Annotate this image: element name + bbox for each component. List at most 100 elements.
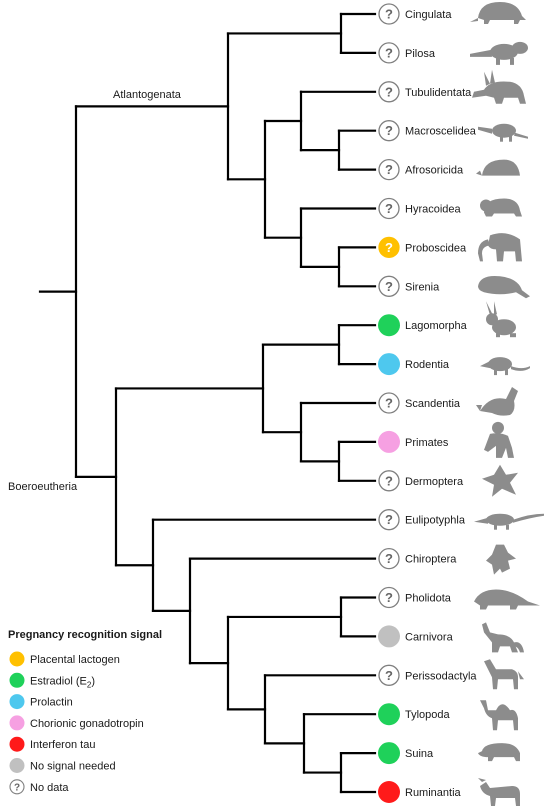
signal-marker	[378, 314, 400, 337]
legend-swatch	[9, 758, 25, 773]
taxon-label: Tylopoda	[405, 709, 451, 721]
legend-swatch	[9, 736, 25, 752]
legend-title: Pregnancy recognition signal	[8, 629, 162, 641]
aardvark-icon	[472, 69, 526, 104]
taxon-tip: ? Proboscidea	[378, 233, 522, 262]
signal-marker	[378, 81, 400, 103]
taxon-label: Eulipotyphla	[405, 515, 466, 527]
taxon-tip: ? Scandentia	[378, 387, 518, 416]
taxon-label: Dermoptera	[405, 476, 464, 488]
question-mark-icon: ?	[385, 45, 393, 60]
taxon-tip: ? Chiroptera	[378, 544, 516, 575]
taxon-label: Ruminantia	[405, 787, 462, 799]
legend-items: Placental lactogen Estradiol (E2) Prolacti…	[9, 651, 144, 795]
camel-icon	[480, 700, 518, 731]
treeshrew-icon	[476, 387, 518, 416]
signal-marker	[378, 353, 400, 376]
taxon-label: Proboscidea	[405, 242, 467, 254]
legend-swatch	[9, 651, 25, 667]
question-mark-icon: ?	[385, 551, 393, 566]
question-mark-icon: ?	[385, 123, 393, 138]
horse-icon	[484, 659, 524, 690]
colugo-icon	[482, 464, 518, 497]
legend-item: Prolactin	[9, 694, 73, 710]
taxon-label: Perissodactyla	[405, 670, 477, 682]
legend-swatch	[9, 694, 25, 710]
signal-marker	[378, 742, 400, 765]
legend-item: Chorionic gonadotropin	[9, 715, 144, 731]
tenrec-icon	[476, 159, 520, 176]
taxon-label: Afrosoricida	[405, 165, 464, 177]
taxon-label: Carnivora	[405, 631, 454, 643]
question-mark-icon: ?	[385, 668, 393, 683]
signal-marker	[378, 3, 400, 25]
tree-branches	[38, 12, 377, 794]
taxon-tip: Lagomorpha	[378, 301, 516, 338]
question-mark-icon: ?	[14, 782, 20, 793]
signal-marker	[378, 547, 400, 570]
taxon-label: Rodentia	[405, 359, 450, 371]
legend-label: Prolactin	[30, 697, 73, 709]
taxon-tip: ? Dermoptera	[378, 464, 518, 497]
taxon-label: Cingulata	[405, 9, 452, 21]
legend-item: Interferon tau	[9, 736, 95, 752]
taxon-tip: ? Sirenia	[378, 275, 530, 299]
question-mark-icon: ?	[385, 512, 393, 527]
signal-marker	[378, 586, 400, 609]
bat-icon	[486, 544, 516, 575]
signal-marker	[378, 120, 400, 142]
legend-label: No signal needed	[30, 761, 116, 773]
elephant-icon	[478, 233, 522, 262]
legend-swatch	[9, 672, 25, 688]
elephant-shrew-icon	[478, 123, 528, 142]
taxon-tip: Rodentia	[378, 353, 530, 376]
question-mark-icon: ?	[385, 162, 393, 177]
taxon-label: Tubulidentata	[405, 87, 472, 99]
signal-marker	[378, 625, 400, 648]
taxon-label: Scandentia	[405, 398, 461, 410]
question-mark-icon: ?	[385, 279, 393, 294]
signal-marker	[378, 430, 400, 453]
taxon-tip: Ruminantia	[378, 778, 520, 806]
cow-icon	[478, 778, 520, 806]
legend-item: Estradiol (E2)	[9, 672, 95, 689]
taxon-tip: ? Eulipotyphla	[378, 509, 544, 531]
pig-icon	[478, 743, 520, 762]
signal-marker	[378, 392, 400, 414]
hyrax-icon	[480, 198, 522, 217]
legend-item: No signal needed	[9, 758, 116, 773]
armadillo-icon	[470, 2, 526, 24]
rabbit-icon	[486, 301, 516, 338]
legend-item: ? No data	[9, 779, 69, 795]
pangolin-icon	[474, 589, 540, 610]
legend-label: Interferon tau	[30, 739, 95, 751]
signal-marker	[378, 781, 400, 803]
taxon-tip: ? Pholidota	[378, 586, 540, 610]
taxon-tip: ? Cingulata	[378, 2, 526, 25]
question-mark-icon: ?	[385, 201, 393, 216]
question-mark-icon: ?	[385, 84, 393, 99]
taxon-label: Hyracoidea	[405, 204, 462, 216]
taxon-label: Primates	[405, 437, 449, 449]
taxa-tips: ? Cingulata? Pilosa? Tubulidentata? Macrosce…	[378, 2, 544, 806]
taxon-label: Sirenia	[405, 281, 440, 293]
legend-swatch	[9, 715, 25, 731]
legend-item: Placental lactogen	[9, 651, 120, 667]
rat-icon	[480, 357, 530, 376]
taxon-tip: ? Afrosoricida	[378, 158, 520, 181]
clade-label-atlantogenata: Atlantogenata	[113, 89, 182, 101]
taxon-tip: Tylopoda	[378, 700, 518, 731]
question-mark-icon: ?	[385, 473, 393, 488]
taxon-label: Chiroptera	[405, 554, 457, 566]
manatee-icon	[478, 276, 530, 299]
legend-label: Chorionic gonadotropin	[30, 718, 144, 730]
signal-marker	[378, 470, 400, 492]
signal-marker	[378, 664, 400, 686]
taxon-tip: ? Perissodactyla	[378, 659, 524, 690]
signal-marker	[378, 703, 400, 726]
legend-label: Estradiol (E2)	[30, 675, 95, 689]
taxon-label: Suina	[405, 748, 434, 760]
anteater-icon	[470, 41, 528, 65]
taxon-tip: ? Hyracoidea	[378, 197, 522, 220]
